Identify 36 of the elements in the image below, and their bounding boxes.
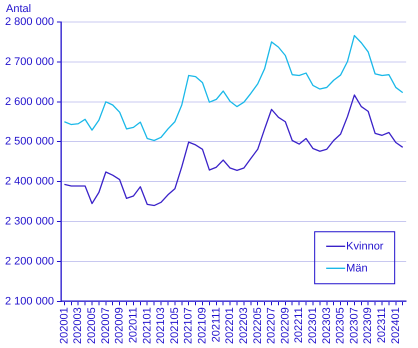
- x-tick-label: 202201: [224, 307, 236, 344]
- x-tick-label: 202111: [210, 307, 222, 342]
- x-tick-label: 202305: [334, 307, 347, 344]
- x-tick-label: 202001: [58, 307, 70, 344]
- x-tick-label: 202401: [390, 307, 402, 344]
- x-tick-label: 202309: [362, 307, 374, 344]
- x-tick-label: 202109: [196, 307, 209, 344]
- x-tick-label: 202105: [168, 307, 181, 344]
- x-tick-label: 202003: [72, 307, 84, 344]
- y-tick-label: 2 600 000: [5, 96, 54, 108]
- legend-label: Kvinnor: [346, 240, 384, 252]
- x-tick-label: 202307: [348, 307, 360, 344]
- x-tick-label: 202103: [155, 307, 168, 344]
- x-tick-label: 202205: [252, 307, 264, 344]
- x-tick-label: 202301: [306, 307, 319, 344]
- y-tick-label: 2 100 000: [5, 295, 54, 308]
- x-tick-label: 202311: [376, 307, 388, 344]
- y-tick-label: 2 500 000: [5, 136, 54, 148]
- x-tick-label: 202207: [266, 307, 278, 344]
- x-tick-label: 202007: [100, 307, 112, 344]
- y-tick-label: 2 700 000: [5, 56, 54, 68]
- x-tick-label: 202107: [182, 307, 195, 344]
- y-tick-label: 2 400 000: [5, 176, 54, 188]
- y-tick-label: 2 300 000: [5, 216, 54, 228]
- legend-label: Män: [346, 262, 368, 274]
- x-tick-label: 202009: [114, 307, 126, 344]
- x-tick-label: 202211: [293, 307, 306, 344]
- x-tick-label: 202203: [238, 307, 250, 344]
- y-tick-label: 2 800 000: [5, 16, 54, 28]
- y-axis-title: Antal: [6, 3, 32, 15]
- x-tick-label: 202005: [86, 307, 98, 344]
- y-tick-label: 2 200 000: [5, 255, 54, 268]
- x-tick-label: 202011: [127, 307, 140, 344]
- x-tick-label: 202303: [320, 307, 333, 344]
- x-tick-label: 202209: [279, 307, 292, 344]
- x-tick-label: 202101: [141, 307, 154, 344]
